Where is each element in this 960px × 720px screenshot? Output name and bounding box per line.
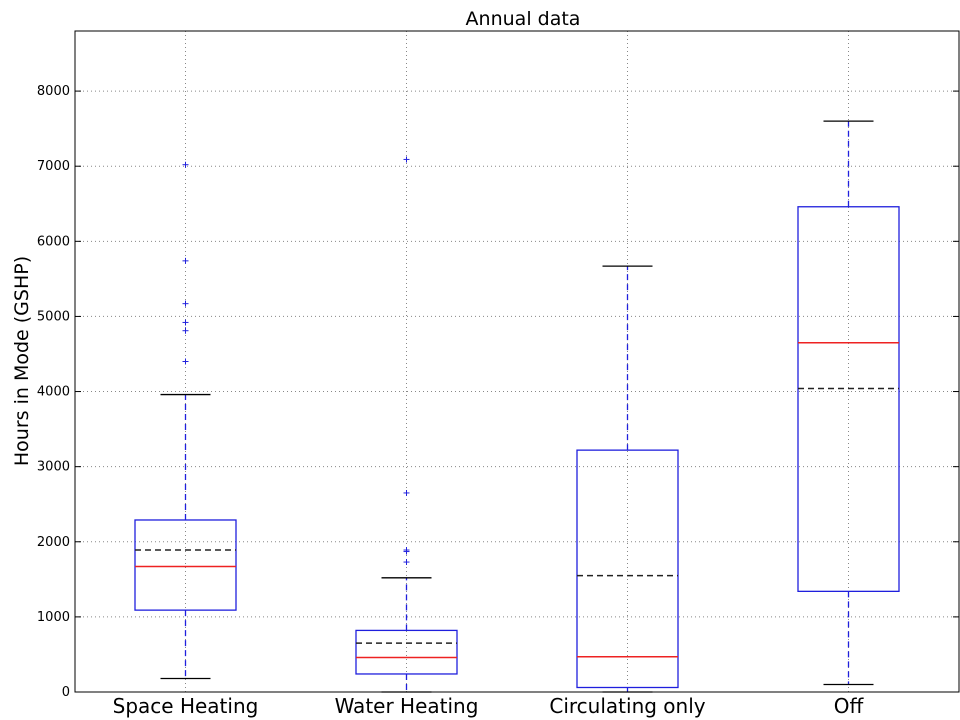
y-tick-label: 5000: [37, 309, 70, 324]
box-group: [797, 120, 900, 686]
outlier-point: [182, 161, 189, 168]
outlier-point: [403, 547, 410, 554]
outlier-point: [182, 300, 189, 307]
y-tick-label: 1000: [37, 610, 70, 625]
y-axis-label: Hours in Mode (GSHP): [11, 256, 33, 466]
outlier-point: [403, 559, 410, 566]
y-tick-label: 3000: [37, 460, 70, 475]
x-category-label: Off: [834, 694, 865, 718]
y-tick-label: 7000: [37, 159, 70, 174]
y-tick-label: 0: [62, 685, 70, 700]
outlier-point: [403, 156, 410, 163]
outlier-point: [403, 489, 410, 496]
y-tick-label: 6000: [37, 234, 70, 249]
iqr-box: [355, 629, 458, 675]
x-axis-tick-labels: Space Heating Water Heating Circulating on…: [113, 694, 865, 718]
outlier-point: [182, 358, 189, 365]
box-series: [134, 120, 900, 693]
box-group: [355, 156, 458, 693]
y-tick-label: 8000: [37, 84, 70, 99]
grid-lines: [75, 31, 959, 692]
plot-area-frame: [74, 30, 960, 693]
y-tick-label: 2000: [37, 535, 70, 550]
outlier-point: [182, 257, 189, 264]
x-category-label: Circulating only: [549, 694, 705, 718]
box-group: [134, 161, 237, 680]
y-axis-ticks: 0 1000 2000 3000 4000 5000 6000 7000 8000: [37, 84, 959, 700]
x-category-label: Space Heating: [113, 694, 259, 718]
y-tick-label: 4000: [37, 385, 70, 400]
outlier-point: [182, 327, 189, 334]
iqr-box: [797, 206, 900, 592]
chart-title: Annual data: [466, 8, 581, 30]
iqr-box: [134, 519, 237, 611]
x-category-label: Water Heating: [335, 694, 479, 718]
iqr-box: [576, 449, 679, 689]
outlier-point: [182, 319, 189, 326]
